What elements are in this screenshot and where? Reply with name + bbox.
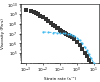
Point: [47, 32, 49, 33]
Point: [86, 55, 88, 57]
Point: [56, 32, 58, 34]
Point: [88, 53, 89, 55]
Point: [79, 40, 80, 41]
Point: [86, 50, 88, 51]
Point: [84, 47, 86, 48]
Point: [67, 33, 69, 34]
Point: [81, 43, 83, 44]
Point: [57, 28, 59, 29]
Point: [60, 30, 62, 31]
Point: [69, 33, 71, 35]
Point: [52, 32, 54, 33]
Point: [90, 63, 92, 65]
Point: [52, 24, 54, 26]
Point: [37, 14, 38, 15]
Point: [69, 35, 71, 36]
Point: [62, 32, 64, 34]
Point: [59, 32, 60, 34]
Point: [25, 9, 26, 10]
Point: [42, 31, 44, 33]
Point: [39, 15, 41, 16]
Point: [64, 33, 66, 34]
Point: [73, 38, 75, 39]
X-axis label: Strain rate (s⁻¹): Strain rate (s⁻¹): [44, 77, 76, 81]
Point: [79, 44, 80, 46]
Point: [45, 19, 46, 20]
Point: [66, 33, 67, 34]
Point: [88, 59, 89, 61]
Y-axis label: Viscosity (Pa·s): Viscosity (Pa·s): [1, 18, 5, 49]
Point: [33, 12, 35, 13]
Point: [42, 16, 44, 18]
Point: [56, 27, 58, 28]
Point: [71, 34, 72, 35]
Point: [62, 31, 64, 33]
Point: [50, 22, 52, 24]
Point: [59, 29, 60, 30]
Point: [30, 11, 32, 12]
Point: [90, 58, 92, 59]
Point: [76, 41, 78, 42]
Point: [73, 35, 75, 36]
Point: [64, 32, 66, 34]
Point: [71, 36, 72, 37]
Point: [81, 48, 83, 49]
Point: [76, 37, 78, 38]
Point: [67, 34, 69, 35]
Point: [35, 13, 37, 14]
Point: [84, 52, 86, 54]
Point: [54, 25, 55, 27]
Point: [93, 62, 94, 64]
Point: [47, 20, 49, 22]
